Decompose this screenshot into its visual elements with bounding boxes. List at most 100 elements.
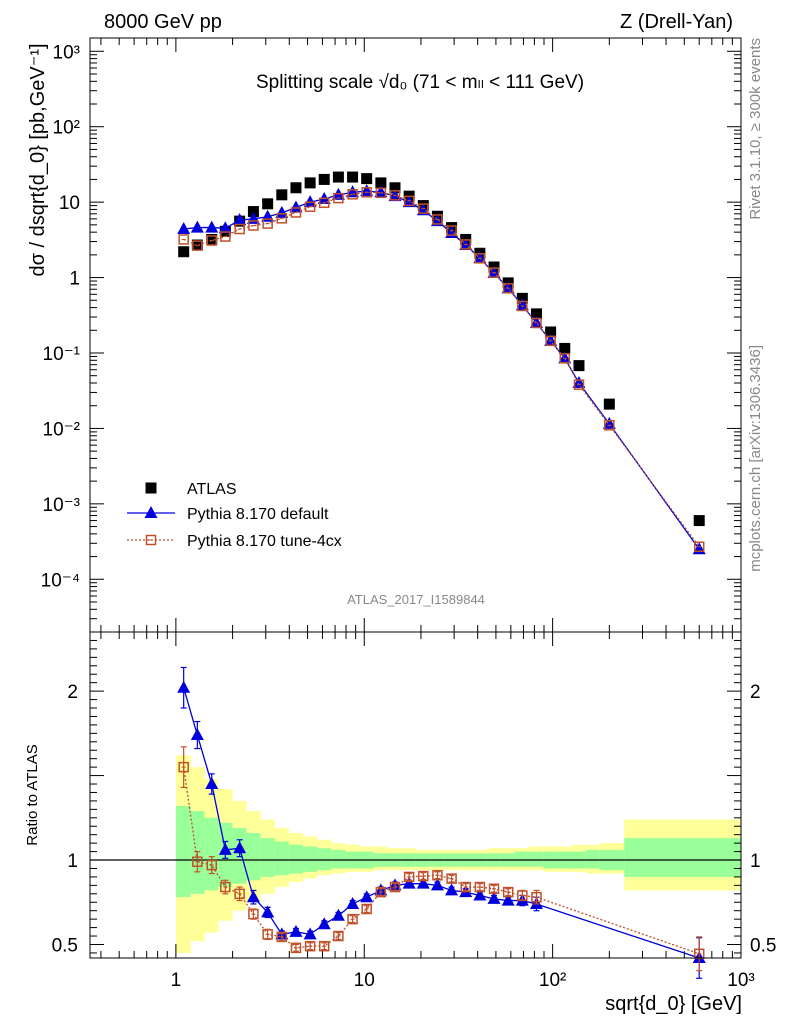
ratio-marker-0	[346, 896, 360, 909]
main-marker-2	[248, 220, 259, 231]
band-inner	[529, 851, 544, 867]
main-marker-1	[501, 281, 515, 294]
ratio-marker-1	[248, 908, 259, 920]
main-marker-1	[473, 251, 487, 264]
main-marker-2	[474, 253, 486, 264]
main-y-tick-label: 1	[69, 269, 80, 290]
analysis-label: ATLAS_2017_I1589844	[347, 592, 485, 607]
ratio-marker-0	[317, 917, 331, 930]
main-marker-1	[289, 200, 303, 213]
ratio-y-tick-label-right: 0.5	[750, 935, 776, 956]
ratio-marker-1	[290, 942, 302, 954]
ratio-y-tick-label: 1	[67, 851, 78, 872]
main-marker-1	[346, 185, 360, 198]
ratio-marker-1	[474, 881, 486, 893]
ratio-marker-0	[331, 908, 345, 921]
ratio-marker-0	[218, 842, 232, 855]
main-marker-1	[233, 212, 247, 225]
legend-label: Pythia 8.170 tune-4cx	[187, 533, 342, 550]
band-inner	[204, 817, 219, 891]
main-title: Splitting scale √d₀ (71 < mₗₗ < 111 GeV)	[256, 72, 584, 93]
main-marker-0	[573, 360, 585, 372]
main-marker-2	[432, 214, 443, 225]
main-marker-1	[190, 220, 204, 233]
main-marker-2	[559, 353, 571, 364]
band-inner	[624, 838, 741, 877]
main-marker-0	[332, 171, 344, 183]
main-marker-2	[389, 190, 401, 201]
ratio-marker-1	[418, 870, 429, 882]
main-marker-2	[517, 300, 528, 312]
main-marker-2	[418, 203, 429, 214]
main-marker-2	[206, 235, 217, 246]
ratio-marker-0	[190, 728, 204, 741]
band-inner	[175, 805, 191, 898]
main-marker-1	[275, 205, 289, 218]
ratio-marker-1	[318, 940, 330, 952]
main-ylabel: dσ / dsqrt{d_0} [pb,GeV⁻¹]	[27, 43, 49, 276]
ratio-marker-1	[178, 761, 189, 773]
band-inner	[585, 849, 600, 869]
main-marker-0	[375, 177, 387, 189]
main-marker-0	[191, 239, 203, 251]
main-marker-2	[347, 189, 358, 200]
ratio-y-tick-label-right: 1	[750, 851, 761, 872]
main-marker-1	[177, 222, 191, 235]
rivet-label: Rivet 3.1.10, ≥ 300k events	[747, 38, 764, 220]
main-marker-2	[318, 197, 330, 209]
main-marker-2	[234, 223, 245, 235]
ratio-marker-1	[488, 883, 500, 894]
band-inner	[317, 848, 332, 871]
main-marker-2	[693, 541, 705, 552]
main-marker-1	[303, 195, 317, 208]
main-y-tick-label: 10	[59, 193, 80, 214]
main-marker-0	[262, 198, 274, 210]
x-tick-label: 10	[354, 970, 375, 991]
main-marker-2	[573, 379, 585, 390]
main-marker-2	[403, 195, 415, 207]
main-marker-0	[559, 342, 571, 354]
band-inner	[303, 846, 318, 872]
ratio-marker-0	[205, 777, 219, 790]
main-marker-1	[374, 185, 388, 198]
ratio-marker-1	[502, 886, 514, 898]
main-marker-1	[572, 376, 586, 389]
main-marker-2	[290, 207, 302, 218]
ratio-marker-0	[303, 927, 317, 940]
ratio-marker-0	[402, 876, 416, 889]
ratio-marker-1	[262, 929, 273, 940]
ratio-marker-1	[403, 871, 415, 883]
ratio-marker-1	[206, 859, 217, 871]
main-marker-0	[276, 189, 288, 201]
ratio-marker-0	[430, 878, 444, 891]
ratio-marker-0	[487, 891, 501, 904]
main-marker-2	[488, 267, 500, 278]
x-tick-label: 10³	[727, 970, 754, 991]
ratio-marker-1	[347, 913, 358, 925]
band-inner	[274, 841, 289, 876]
ratio-marker-0	[501, 893, 515, 906]
ratio-marker-1	[234, 888, 245, 900]
mcplots-label: mcplots.cern.ch [arXiv:1306.3436]	[747, 345, 764, 572]
main-marker-0	[318, 173, 330, 185]
main-marker-0	[247, 206, 259, 218]
ratio-y-tick-label: 0.5	[52, 935, 78, 956]
main-marker-0	[530, 308, 542, 320]
main-y-tick-label: 10³	[53, 42, 80, 63]
ratio-marker-1	[220, 881, 231, 893]
main-y-tick-label: 10⁻³	[43, 495, 81, 516]
ratio-marker-1	[446, 873, 457, 884]
main-y-tick-label: 10⁻¹	[43, 344, 81, 365]
main-marker-2	[192, 240, 203, 251]
main-marker-1	[218, 221, 232, 234]
header-left: 8000 GeV pp	[104, 11, 222, 33]
ratio-marker-1	[304, 940, 316, 952]
main-marker-0	[206, 233, 218, 245]
main-marker-2	[304, 201, 316, 212]
main-marker-2	[178, 234, 189, 245]
main-y-tick-label: 10²	[53, 118, 80, 139]
main-marker-2	[333, 192, 344, 204]
main-marker-0	[603, 398, 615, 410]
band-inner	[246, 833, 261, 881]
main-marker-2	[604, 420, 615, 431]
